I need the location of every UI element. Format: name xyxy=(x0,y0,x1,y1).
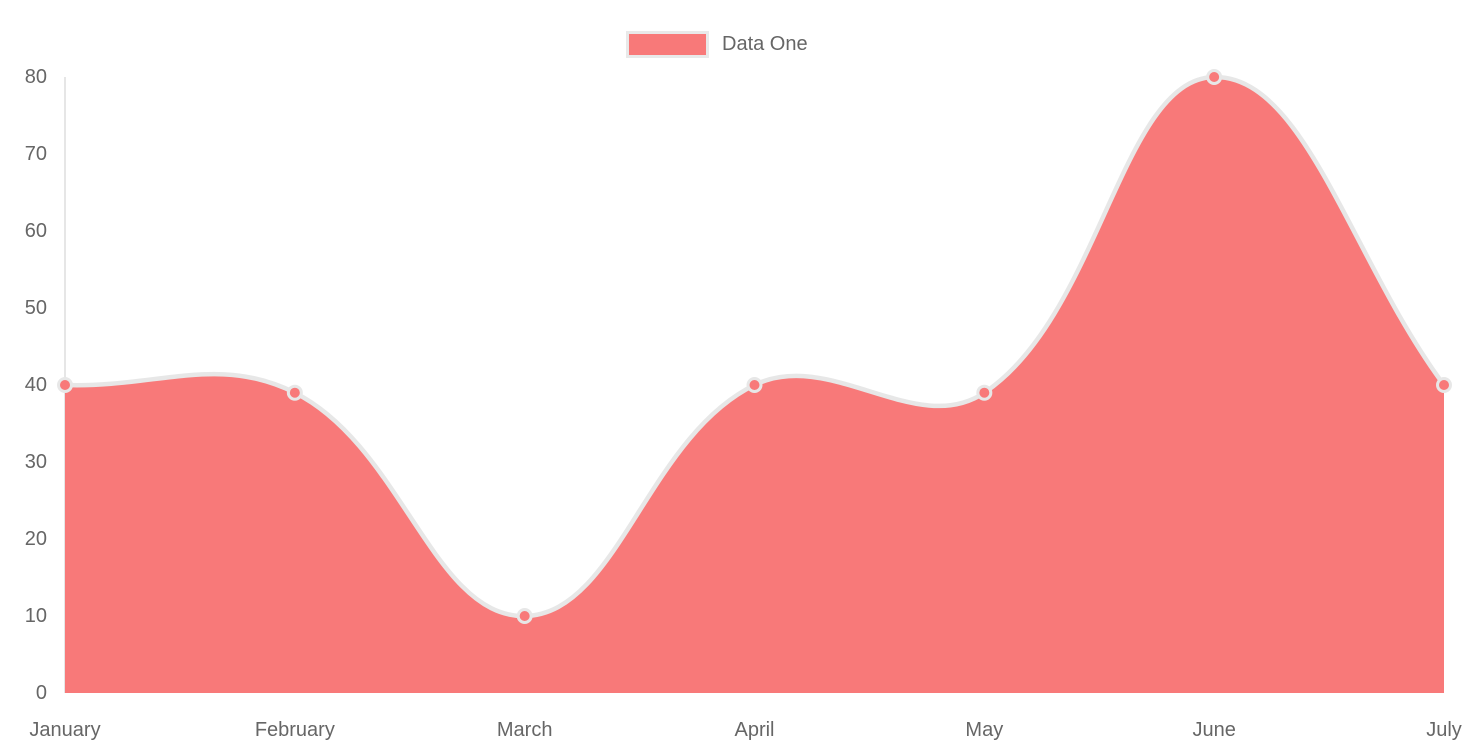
y-axis-tick-label: 20 xyxy=(25,528,47,550)
x-axis-label-june: June xyxy=(1192,719,1235,741)
data-point-may[interactable] xyxy=(976,384,993,401)
x-axis-label-may: May xyxy=(965,719,1003,741)
data-point-march[interactable] xyxy=(516,608,533,624)
x-axis-label-january: January xyxy=(29,719,100,741)
legend-item-data-one[interactable]: Data One xyxy=(626,31,808,58)
legend-label: Data One xyxy=(722,33,808,55)
y-axis-tick-label: 80 xyxy=(25,66,47,88)
legend: Data One xyxy=(626,31,808,58)
x-axis-label-july: July xyxy=(1426,719,1462,741)
y-axis-tick-label: 70 xyxy=(25,143,47,165)
data-point-april[interactable] xyxy=(746,377,763,393)
data-point-june[interactable] xyxy=(1206,69,1223,85)
x-axis-label-february: February xyxy=(255,719,335,741)
area-fill xyxy=(65,76,1444,694)
y-axis-tick-label: 60 xyxy=(25,220,47,242)
y-axis-tick-label: 40 xyxy=(25,374,47,396)
y-axis-tick-label: 10 xyxy=(25,605,47,627)
x-axis-label-march: March xyxy=(497,719,553,741)
data-point-july[interactable] xyxy=(1436,377,1452,393)
y-axis-tick-label: 50 xyxy=(25,297,47,319)
y-axis-tick-label: 30 xyxy=(25,451,47,473)
y-axis-tick-label: 0 xyxy=(36,682,47,704)
legend-color-swatch xyxy=(626,31,709,58)
x-axis-label-april: April xyxy=(734,719,774,741)
data-point-february[interactable] xyxy=(286,384,303,401)
data-point-january[interactable] xyxy=(57,377,73,393)
